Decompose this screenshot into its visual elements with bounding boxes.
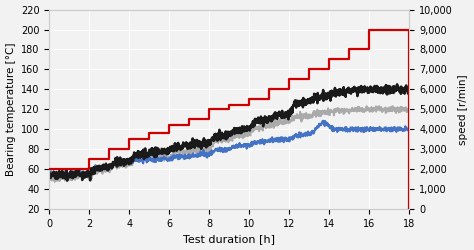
Y-axis label: Bearing temperature [°C]: Bearing temperature [°C] xyxy=(6,42,16,176)
Y-axis label: speed [r/min]: speed [r/min] xyxy=(458,74,468,145)
X-axis label: Test duration [h]: Test duration [h] xyxy=(183,234,275,244)
